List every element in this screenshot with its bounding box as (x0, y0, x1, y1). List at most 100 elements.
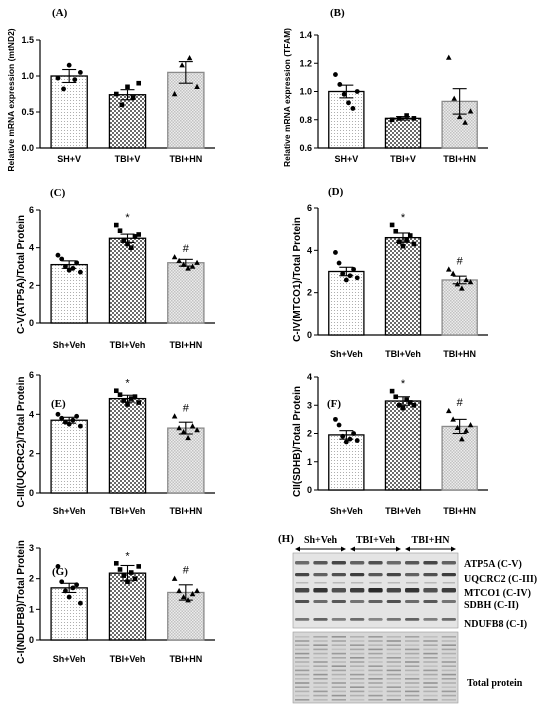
bar-2 (384, 400, 422, 491)
stain-band (441, 682, 456, 684)
data-point (136, 232, 142, 237)
data-point (179, 62, 185, 68)
stain-band (331, 652, 346, 655)
stain-band (386, 648, 401, 651)
panel-label: (G) (52, 566, 68, 578)
y-tick-label: 3 (307, 400, 312, 410)
data-point (66, 62, 72, 68)
data-point (189, 423, 196, 429)
data-point (117, 228, 123, 234)
y-tick-label: 4 (29, 243, 34, 253)
stain-band (313, 661, 328, 663)
stain-band (313, 673, 328, 676)
blot-band (386, 573, 401, 577)
blot-faint-band (314, 582, 327, 584)
stain-band (368, 657, 383, 659)
stain-band (405, 690, 420, 693)
x-tick-label: TBI+Veh (110, 340, 146, 350)
stain-band (295, 686, 310, 688)
data-point (125, 402, 130, 407)
significance-marker: * (401, 378, 406, 390)
stain-band (441, 665, 456, 667)
blot-panel: (H) Sh+Veh TBI+Veh TBI+HN ATP5A (C-V) UQCRC2 … (278, 533, 537, 704)
bar-3 (441, 279, 478, 336)
data-point (404, 397, 409, 402)
data-point (194, 83, 200, 89)
stain-band (405, 636, 420, 638)
y-tick-label: 0.8 (299, 115, 312, 125)
x-tick-label: TBI+HN (169, 654, 202, 664)
y-tick-label: 0 (29, 318, 34, 328)
stain-band (313, 644, 328, 646)
stain-band (386, 699, 401, 701)
stain-band (423, 686, 438, 688)
stain-band (405, 669, 420, 672)
stain-band (441, 690, 456, 693)
x-tick-label: TBI+HN (169, 154, 202, 164)
bar-3 (167, 262, 205, 324)
stain-band (386, 686, 401, 688)
panel-label: (H) (278, 533, 294, 545)
data-point (55, 411, 61, 417)
chart-panel-5: (E) 0 2 4 6C-III(UQCRC2)/Total Protein Sh+Veh… (16, 370, 215, 516)
blot-band (295, 618, 310, 621)
stain-band (386, 644, 401, 646)
data-point (171, 91, 178, 97)
data-point (337, 82, 343, 87)
blot-band (386, 561, 401, 565)
stain-band (441, 686, 456, 688)
stain-band (295, 640, 310, 642)
stain-band (441, 640, 456, 642)
data-point (389, 222, 395, 228)
stain-band (423, 657, 438, 659)
data-point (125, 579, 130, 585)
stain-band (441, 657, 456, 659)
blot-band (386, 588, 401, 593)
stain-band (313, 682, 328, 684)
chart-panel-3: (C) 0 2 4 6C-V(ATP5A)/Total Protein Sh+Veh * TB… (16, 187, 215, 350)
y-tick-label: 1.0 (299, 87, 312, 97)
data-point (450, 416, 456, 422)
data-point (70, 265, 76, 271)
stain-band (423, 678, 438, 680)
y-tick-label: 0.0 (21, 143, 34, 153)
y-axis-label: Relative mRNA expression (mtND2) (6, 28, 16, 171)
data-point (113, 91, 119, 97)
data-point (333, 72, 338, 77)
data-point (189, 263, 196, 269)
stain-band (405, 682, 420, 684)
y-tick-label: 0 (29, 635, 34, 645)
blot-faint-band (406, 582, 419, 584)
stain-band (441, 694, 456, 697)
bar-1 (50, 587, 88, 641)
x-tick-label: Sh+Veh (330, 506, 363, 516)
data-point (333, 250, 338, 255)
stain-band (350, 657, 365, 659)
data-point (189, 591, 196, 597)
stain-band (405, 694, 420, 697)
data-point (351, 431, 356, 436)
data-point (77, 269, 83, 275)
stain-band (313, 665, 328, 667)
data-point (397, 239, 402, 245)
data-point (194, 259, 200, 265)
data-point (467, 279, 474, 285)
blot-band (368, 588, 383, 593)
data-point (389, 388, 395, 394)
data-point (70, 585, 76, 591)
data-point (72, 77, 78, 82)
blot-band (331, 600, 346, 603)
stain-band (350, 661, 365, 663)
blot-band (386, 600, 401, 603)
stain-band (295, 669, 310, 672)
data-point (63, 264, 68, 269)
stain-band (368, 678, 383, 680)
data-point (132, 394, 138, 399)
stain-band (313, 657, 328, 659)
stain-band (441, 678, 456, 680)
y-tick-label: 1 (29, 604, 34, 614)
stain-band (331, 694, 346, 697)
data-point (454, 281, 461, 287)
blot-band (386, 618, 401, 621)
